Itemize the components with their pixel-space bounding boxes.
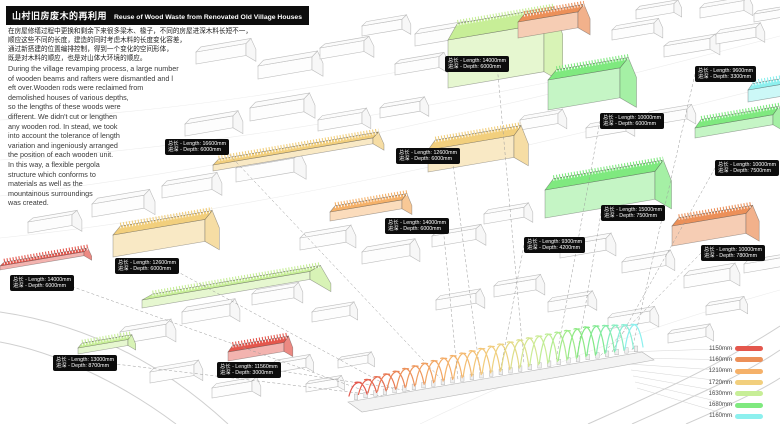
intro-zh-line: 既是对木料的顺应，也是对山体大环境的顺应。 <box>8 55 147 62</box>
legend-swatch <box>735 413 763 419</box>
legend-swatch <box>735 380 763 386</box>
intro-paragraph-english: During the village revamping process, a … <box>8 64 179 208</box>
intro-en-line: was created. <box>8 198 49 208</box>
intro-en-line: eft over.Wooden rods were reclaimed from <box>8 83 144 93</box>
legend-item: 1680mm <box>698 399 763 410</box>
intro-zh-line: 在房屋修缮过程中更换和剩余下来很多梁木、椽子，不同的房屋进深木料长短不一， <box>8 28 252 35</box>
dimension-label: 总长 - Length: 9600mm 进深 - Depth: 3300mm <box>695 66 757 83</box>
intro-en-line: structure which conforms to <box>8 169 96 179</box>
legend-swatch <box>735 357 763 363</box>
intro-en-line: different. We didn't cut or lengthen <box>8 111 117 121</box>
legend-swatch <box>735 402 763 408</box>
intro-zh-line: 通过新搭建的位置编排控制，得到一个变化的空间形体， <box>8 46 173 53</box>
title-english: Reuse of Wood Waste from Renovated Old V… <box>114 14 302 21</box>
intro-en-line: into account the tolerance of length <box>8 131 120 141</box>
legend-item: 1720mm <box>698 377 763 388</box>
dimension-label: 总长 - Length: 12600mm 进深 - Depth: 6000mm <box>396 148 460 165</box>
intro-en-line: the position of each wooden unit. <box>8 150 114 160</box>
dimension-label: 总长 - Length: 10000mm 进深 - Depth: 6000mm <box>600 113 664 130</box>
intro-en-line: mountainous surroundings <box>8 188 93 198</box>
intro-en-line: so the lengths of these woods were <box>8 102 121 112</box>
intro-en-line: materials as well as the <box>8 179 83 189</box>
legend-swatch <box>735 391 763 397</box>
legend-item: 1210mm <box>698 366 763 377</box>
dimension-label: 总长 - Length: 10000mm 进深 - Depth: 7800mm <box>701 245 765 262</box>
intro-en-line: any wooden rod. In stead, we took <box>8 121 118 131</box>
page-title: 山村旧房废木的再利用 Reuse of Wood Waste from Reno… <box>6 6 309 25</box>
intro-en-line: During the village revamping process, a … <box>8 64 179 73</box>
legend-item: 1160mm <box>698 411 763 422</box>
dimension-label: 总长 - Length: 14000mm 进深 - Depth: 6000mm <box>445 56 509 73</box>
dimension-label: 总长 - Length: 9300mm 进深 - Depth: 4200mm <box>524 237 586 254</box>
title-chinese: 山村旧房废木的再利用 <box>12 11 108 21</box>
legend-item: 1160mm <box>698 354 763 365</box>
dimension-label: 总长 - Length: 13000mm 进深 - Depth: 8700mm <box>53 355 117 372</box>
dimension-label: 总长 - Length: 15000mm 进深 - Depth: 7500mm <box>601 205 665 222</box>
legend-swatch <box>735 368 763 374</box>
intro-zh-line: 顺应这些不同的长度，建造的同时考虑木料的长度变化容差， <box>8 37 187 44</box>
dimension-label: 总长 - Length: 12600mm 进深 - Depth: 6000mm <box>115 258 179 275</box>
rafter-length-legend: 1150mm 1160mm 1210mm 1720mm 1630mm 1680m… <box>698 343 763 422</box>
dimension-label: 总长 - Length: 14000mm 进深 - Depth: 6000mm <box>10 275 74 292</box>
intro-en-line: demolished houses of various depths, <box>8 92 129 102</box>
intro-en-line: variation and ingeniously arranged <box>8 140 118 150</box>
dimension-label: 总长 - Length: 10000mm 进深 - Depth: 7500mm <box>715 160 779 177</box>
legend-swatch <box>735 346 763 352</box>
intro-paragraph-chinese: 在房屋修缮过程中更换和剩余下来很多梁木、椽子，不同的房屋进深木料长短不一， 顺应… <box>8 27 252 63</box>
gray-houses <box>26 0 780 399</box>
legend-item: 1630mm <box>698 388 763 399</box>
dimension-label: 总长 - Length: 14000mm 进深 - Depth: 6000mm <box>385 218 449 235</box>
dimension-label: 总长 - Length: 11560mm 进深 - Depth: 3000mm <box>217 362 281 379</box>
dimension-label: 总长 - Length: 16600mm 进深 - Depth: 6000mm <box>165 139 229 156</box>
intro-en-line: In this way, a flexible pergola <box>8 159 100 169</box>
pergola-structure <box>347 323 655 413</box>
legend-item: 1150mm <box>698 343 763 354</box>
intro-en-line: of wooden beams and rafters were dismant… <box>8 73 174 83</box>
